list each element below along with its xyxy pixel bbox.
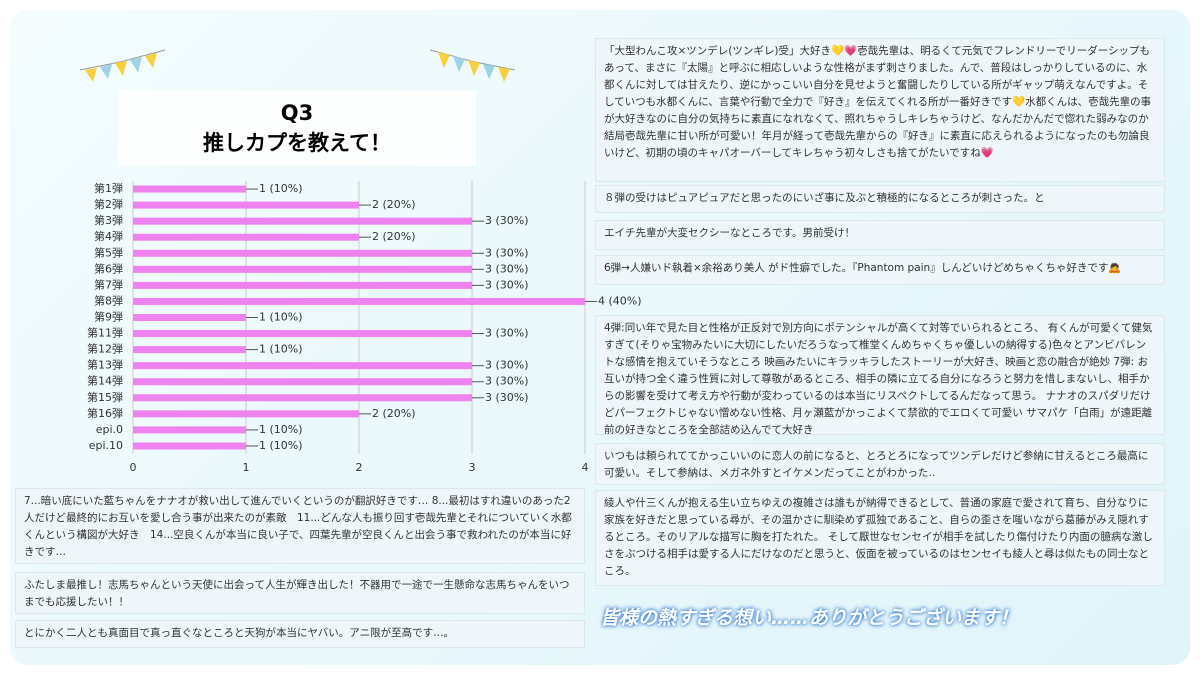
- title-box: Q3 推しカプを教えて！: [118, 90, 476, 166]
- y-tick-label: 第7弾: [94, 277, 123, 291]
- value-label: 3 (30%): [485, 246, 529, 259]
- value-label: 1 (10%): [259, 182, 303, 195]
- y-tick-label: 第16弾: [87, 406, 123, 420]
- bunting: [79, 49, 516, 82]
- comment: 6弾→人嫌いド執着×余裕あり美人 がド性癖でした。『Phantom pain』し…: [595, 255, 1165, 285]
- x-tick-label: 2: [356, 461, 363, 474]
- bar: [133, 217, 472, 225]
- value-label: 3 (30%): [485, 262, 529, 275]
- comment: エイチ先輩が大変セクシーなところです。男前受け！: [595, 220, 1165, 250]
- y-tick-label: 第1弾: [94, 181, 123, 195]
- value-label: 1 (10%): [259, 423, 303, 436]
- y-tick-label: 第4弾: [94, 229, 123, 243]
- comment: 7...暗い底にいた藍ちゃんをナナオが救い出して進んでいくというのが翻訳好きです…: [15, 488, 585, 564]
- y-tick-label: 第9弾: [94, 310, 123, 324]
- bar: [133, 362, 472, 370]
- y-tick-label: epi.0: [96, 423, 123, 436]
- comment: ８弾の受けはピュアピュアだと思ったのにいざ事に及ぶと積極的になるところが刺さった…: [595, 185, 1165, 213]
- value-label: 2 (20%): [372, 198, 416, 211]
- value-label: 4 (40%): [598, 294, 642, 307]
- y-tick-label: 第5弾: [94, 245, 123, 259]
- value-label: 1 (10%): [259, 439, 303, 452]
- value-label: 1 (10%): [259, 343, 303, 356]
- bar: [133, 410, 359, 418]
- x-tick-label: 3: [469, 461, 476, 474]
- bar: [133, 185, 246, 193]
- value-label: 1 (10%): [259, 311, 303, 324]
- bar: [133, 394, 472, 402]
- y-tick-label: 第15弾: [87, 390, 123, 404]
- title: Q3: [280, 101, 314, 125]
- comment: ふたしま最推し！志馬ちゃんという天使に出会って人生が輝き出した！不器用で一途で一…: [15, 572, 585, 614]
- bar: [133, 346, 246, 354]
- bar: [133, 265, 472, 273]
- bar: [133, 378, 472, 386]
- bar: [133, 297, 585, 305]
- value-label: 3 (30%): [485, 359, 529, 372]
- x-tick-label: 0: [130, 461, 137, 474]
- value-label: 2 (20%): [372, 407, 416, 420]
- x-tick-label: 1: [243, 461, 250, 474]
- y-tick-label: epi.10: [89, 439, 123, 452]
- bar: [133, 426, 246, 434]
- comment: いつもは頼られててかっこいいのに恋人の前になると、とろとろになってツンデレだけど…: [595, 443, 1165, 485]
- bar: [133, 249, 472, 257]
- y-tick-label: 第6弾: [94, 261, 123, 275]
- comment: とにかく二人とも真面目で真っ直ぐなところと天狗が本当にヤバい。アニ限が至高です……: [15, 620, 585, 648]
- value-label: 3 (30%): [485, 327, 529, 340]
- comment: 綾人や什三くんが抱える生い立ちゆえの複雑さは誰もが納得できるとして、普通の家庭で…: [595, 490, 1165, 586]
- value-label: 3 (30%): [485, 214, 529, 227]
- y-tick-label: 第13弾: [87, 358, 123, 372]
- value-label: 3 (30%): [485, 278, 529, 291]
- comment: 「大型わんこ攻×ツンデレ(ツンギレ)受」大好き💛💗壱哉先輩は、明るくて元気でフレ…: [595, 38, 1165, 182]
- title: 推しカプを教えて！: [203, 131, 391, 155]
- bar: [133, 201, 359, 209]
- y-tick-label: 第11弾: [87, 326, 123, 340]
- value-label: 3 (30%): [485, 391, 529, 404]
- x-tick-label: 4: [582, 461, 589, 474]
- bar: [133, 233, 359, 241]
- value-label: 2 (20%): [372, 230, 416, 243]
- bar: [133, 281, 472, 289]
- y-tick-label: 第12弾: [87, 342, 123, 356]
- bar: [133, 330, 472, 338]
- value-label: 3 (30%): [485, 375, 529, 388]
- y-tick-label: 第8弾: [94, 293, 123, 307]
- bar: [133, 314, 246, 321]
- bar: [133, 442, 246, 450]
- y-tick-label: 第2弾: [94, 197, 123, 211]
- comment: 4弾:同い年で見た目と性格が正反対で別方向にポテンシャルが高くて対等でいられると…: [595, 315, 1165, 435]
- y-tick-label: 第14弾: [87, 374, 123, 388]
- footer: 皆様の熱すぎる想い……ありがとうございます！: [600, 607, 1019, 629]
- y-tick-label: 第3弾: [94, 213, 123, 227]
